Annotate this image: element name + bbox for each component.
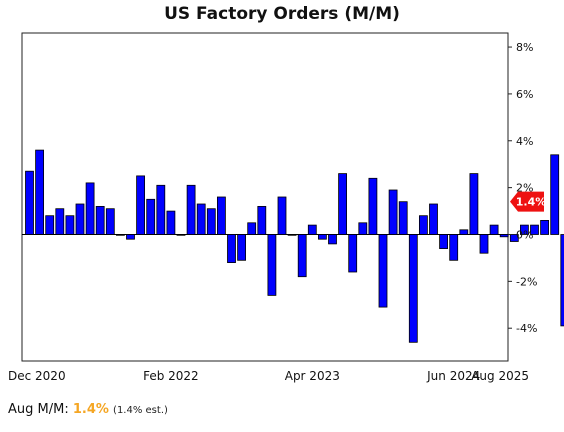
bar-jan-2025: [520, 224, 529, 235]
bar-jun-2024: [449, 234, 459, 261]
bar-nov-2024: [499, 234, 509, 238]
bar-jan-2022: [156, 184, 166, 235]
bar-jul-2021: [95, 205, 105, 235]
bar-aug-2022: [227, 234, 236, 264]
bar-apr-2025: [550, 154, 560, 235]
latest-value-label: 1.4%: [516, 196, 547, 209]
y-tick-label: 8%: [516, 41, 533, 54]
bar-nov-2021: [136, 175, 146, 235]
y-tick-label: 0%: [516, 228, 533, 241]
footer-estimate: (1.4% est.): [113, 405, 168, 416]
bar-jul-2022: [216, 196, 226, 235]
bar-sep-2023: [358, 222, 368, 235]
chart-title: US Factory Orders (M/M): [164, 4, 400, 24]
footer-value: 1.4%: [72, 402, 109, 417]
bar-may-2024: [439, 234, 449, 250]
x-tick-label: Apr 2023: [285, 369, 340, 383]
bar-feb-2025: [530, 224, 539, 235]
bar-mar-2021: [55, 208, 65, 235]
y-tick-label: -4%: [516, 322, 537, 335]
bar-oct-2024: [489, 224, 499, 235]
bar-dec-2021: [146, 198, 156, 235]
bar-nov-2023: [378, 234, 388, 308]
bar-aug-2024: [469, 173, 479, 235]
y-tick-label: 4%: [516, 135, 533, 148]
x-tick-label: Aug 2025: [471, 369, 529, 383]
y-tick-label: 2%: [516, 182, 533, 195]
x-tick-label: Feb 2022: [143, 369, 199, 383]
bar-mar-2022: [176, 234, 186, 236]
bar-aug-2021: [105, 208, 115, 235]
bar-feb-2024: [408, 234, 418, 343]
bar-mar-2025: [540, 219, 549, 235]
bar-oct-2021: [126, 234, 135, 240]
bar-jan-2023: [277, 196, 287, 235]
x-tick-label: Dec 2020: [8, 369, 66, 383]
bar-jun-2023: [328, 234, 337, 245]
bar-sep-2021: [116, 234, 125, 236]
footer-label: Aug M/M:: [8, 402, 73, 417]
bar-may-2023: [317, 234, 327, 240]
bar-dec-2022: [267, 234, 277, 296]
x-tick-label: Jun 2024: [426, 369, 480, 383]
bar-mar-2024: [418, 215, 428, 235]
bar-sep-2024: [479, 234, 489, 254]
y-tick-label: 6%: [516, 88, 533, 101]
bar-apr-2021: [65, 215, 75, 235]
bar-feb-2022: [166, 210, 176, 235]
bar-may-2022: [196, 203, 206, 235]
bar-sep-2022: [237, 234, 247, 261]
latest-value-marker: [510, 191, 544, 212]
bar-apr-2022: [186, 184, 196, 235]
bar-jun-2021: [85, 182, 95, 235]
footer-summary: Aug M/M: 1.4% (1.4% est.): [8, 402, 168, 417]
bar-apr-2024: [429, 203, 438, 235]
bar-dec-2020: [25, 170, 34, 235]
bar-jul-2023: [338, 173, 348, 235]
bar-oct-2022: [247, 222, 257, 235]
bar-apr-2023: [307, 224, 317, 235]
bar-mar-2023: [297, 234, 307, 278]
bar-feb-2023: [287, 234, 297, 236]
bar-jan-2021: [35, 149, 44, 235]
bar-nov-2022: [257, 205, 267, 235]
bar-jan-2024: [398, 201, 408, 235]
bar-feb-2021: [45, 215, 55, 235]
bar-may-2025: [560, 234, 564, 327]
plot-frame: [21, 32, 509, 362]
bar-oct-2023: [368, 177, 378, 235]
bar-dec-2024: [509, 234, 519, 242]
bar-dec-2023: [388, 189, 398, 235]
bar-may-2021: [75, 203, 85, 235]
y-tick-label: -2%: [516, 275, 537, 288]
bar-jun-2022: [206, 208, 216, 235]
bar-aug-2023: [348, 234, 358, 273]
bar-jul-2024: [459, 229, 469, 235]
